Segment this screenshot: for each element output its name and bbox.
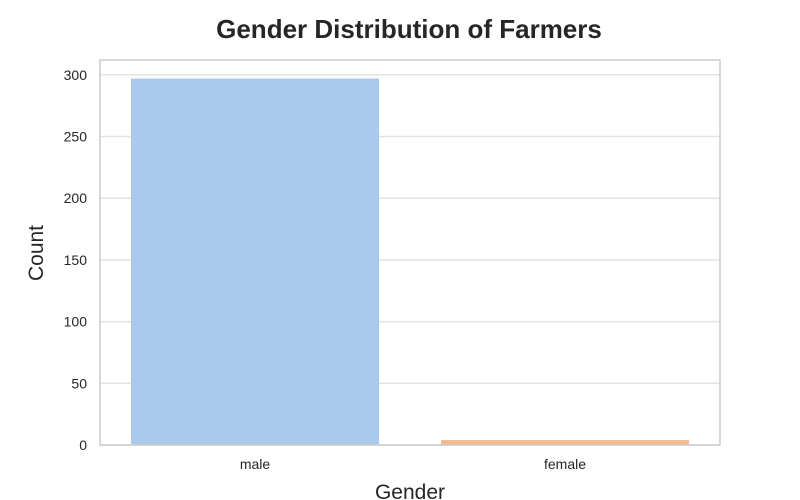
x-axis-ticks: male female xyxy=(240,456,586,472)
chart-title: Gender Distribution of Farmers xyxy=(216,14,602,44)
y-tick-label: 150 xyxy=(64,252,88,268)
bar-female xyxy=(441,440,689,445)
bar-male xyxy=(131,78,379,445)
y-tick-label: 200 xyxy=(64,190,88,206)
x-tick-label: male xyxy=(240,456,271,472)
y-axis-label: Count xyxy=(25,225,48,281)
y-tick-label: 0 xyxy=(79,437,87,453)
x-axis-label: Gender xyxy=(375,481,445,500)
y-tick-label: 250 xyxy=(64,129,88,145)
y-tick-label: 50 xyxy=(71,375,87,391)
y-axis-ticks: 0 50 100 150 200 250 300 xyxy=(64,67,88,453)
y-tick-label: 100 xyxy=(64,314,88,330)
plot-frame xyxy=(99,59,721,446)
y-tick-label: 300 xyxy=(64,67,88,83)
x-tick-label: female xyxy=(544,456,586,472)
bars xyxy=(131,78,689,445)
